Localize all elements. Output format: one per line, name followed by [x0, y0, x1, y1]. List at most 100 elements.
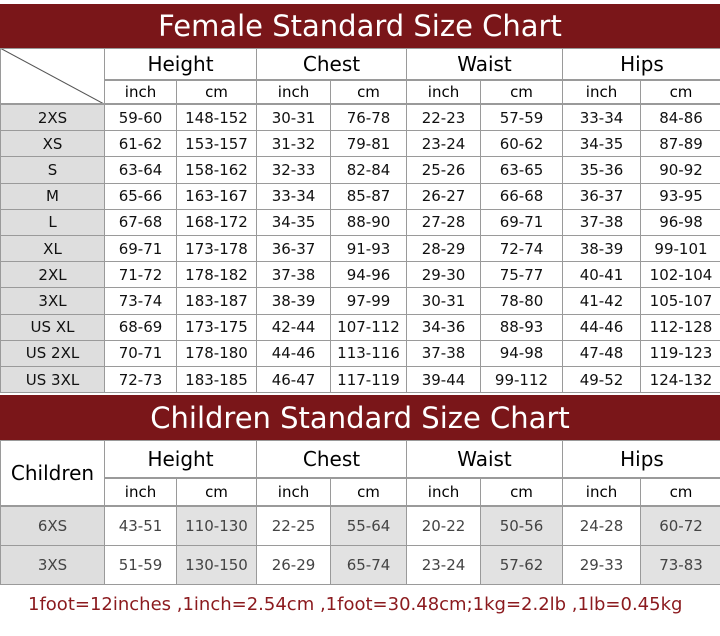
- size-value: 35-36: [562, 156, 641, 184]
- children-title: Children Standard Size Chart: [0, 395, 720, 440]
- size-value: 183-185: [176, 366, 257, 394]
- unit-header: cm: [480, 80, 563, 104]
- unit-header: cm: [640, 478, 720, 506]
- size-value: 34-36: [406, 313, 481, 341]
- column-header: Height: [104, 48, 257, 80]
- size-label: 6XS: [0, 506, 105, 546]
- unit-header: inch: [104, 80, 177, 104]
- size-value: 117-119: [330, 366, 407, 394]
- size-value: 22-25: [256, 506, 331, 546]
- column-header: Chest: [256, 48, 407, 80]
- size-value: 60-62: [480, 130, 563, 158]
- size-value: 91-93: [330, 235, 407, 263]
- size-value: 71-72: [104, 261, 177, 289]
- size-value: 78-80: [480, 287, 563, 315]
- size-value: 178-182: [176, 261, 257, 289]
- size-value: 42-44: [256, 313, 331, 341]
- size-value: 173-175: [176, 313, 257, 341]
- size-value: 34-35: [562, 130, 641, 158]
- size-value: 30-31: [406, 287, 481, 315]
- size-value: 29-33: [562, 545, 641, 585]
- size-value: 73-83: [640, 545, 720, 585]
- size-value: 30-31: [256, 104, 331, 132]
- size-value: 63-64: [104, 156, 177, 184]
- size-value: 49-52: [562, 366, 641, 394]
- size-value: 73-74: [104, 287, 177, 315]
- size-label: XL: [0, 235, 105, 263]
- unit-header: inch: [406, 478, 481, 506]
- size-label: M: [0, 182, 105, 210]
- size-value: 43-51: [104, 506, 177, 546]
- size-value: 113-116: [330, 339, 407, 367]
- size-value: 38-39: [562, 235, 641, 263]
- unit-header: cm: [176, 80, 257, 104]
- unit-header: inch: [104, 478, 177, 506]
- size-value: 61-62: [104, 130, 177, 158]
- size-value: 33-34: [562, 104, 641, 132]
- size-value: 72-73: [104, 366, 177, 394]
- size-value: 79-81: [330, 130, 407, 158]
- size-value: 22-23: [406, 104, 481, 132]
- size-value: 27-28: [406, 208, 481, 236]
- size-value: 24-28: [562, 506, 641, 546]
- size-value: 85-87: [330, 182, 407, 210]
- footer-note: 1foot=12inches ,1inch=2.54cm ,1foot=30.4…: [28, 594, 683, 615]
- size-value: 148-152: [176, 104, 257, 132]
- size-value: 88-93: [480, 313, 563, 341]
- unit-header: inch: [256, 80, 331, 104]
- unit-header: inch: [562, 80, 641, 104]
- size-value: 23-24: [406, 130, 481, 158]
- size-value: 47-48: [562, 339, 641, 367]
- size-value: 23-24: [406, 545, 481, 585]
- size-label: US 2XL: [0, 339, 105, 367]
- size-value: 102-104: [640, 261, 720, 289]
- unit-header: cm: [640, 80, 720, 104]
- size-value: 69-71: [480, 208, 563, 236]
- size-label: US XL: [0, 313, 105, 341]
- size-value: 36-37: [256, 235, 331, 263]
- column-header: Hips: [562, 440, 720, 478]
- size-value: 84-86: [640, 104, 720, 132]
- size-value: 87-89: [640, 130, 720, 158]
- size-value: 94-96: [330, 261, 407, 289]
- size-value: 173-178: [176, 235, 257, 263]
- size-value: 32-33: [256, 156, 331, 184]
- size-value: 93-95: [640, 182, 720, 210]
- corner-label: Children: [0, 440, 105, 506]
- unit-header: cm: [330, 478, 407, 506]
- size-label: L: [0, 208, 105, 236]
- size-value: 55-64: [330, 506, 407, 546]
- size-value: 67-68: [104, 208, 177, 236]
- size-value: 44-46: [562, 313, 641, 341]
- size-value: 158-162: [176, 156, 257, 184]
- size-value: 68-69: [104, 313, 177, 341]
- size-value: 119-123: [640, 339, 720, 367]
- corner-cell: [0, 48, 105, 104]
- corner-diagonal: [0, 48, 104, 104]
- column-header: Chest: [256, 440, 407, 478]
- size-value: 57-62: [480, 545, 563, 585]
- size-label: 2XL: [0, 261, 105, 289]
- size-value: 94-98: [480, 339, 563, 367]
- size-value: 82-84: [330, 156, 407, 184]
- size-label: 3XS: [0, 545, 105, 585]
- unit-header: cm: [480, 478, 563, 506]
- size-value: 99-101: [640, 235, 720, 263]
- size-value: 26-29: [256, 545, 331, 585]
- size-label: US 3XL: [0, 366, 105, 394]
- size-value: 97-99: [330, 287, 407, 315]
- size-value: 69-71: [104, 235, 177, 263]
- unit-header: cm: [330, 80, 407, 104]
- size-value: 25-26: [406, 156, 481, 184]
- size-value: 60-72: [640, 506, 720, 546]
- size-value: 41-42: [562, 287, 641, 315]
- size-value: 51-59: [104, 545, 177, 585]
- size-value: 40-41: [562, 261, 641, 289]
- unit-header: inch: [256, 478, 331, 506]
- size-value: 105-107: [640, 287, 720, 315]
- size-value: 44-46: [256, 339, 331, 367]
- size-value: 59-60: [104, 104, 177, 132]
- size-value: 33-34: [256, 182, 331, 210]
- size-value: 110-130: [176, 506, 257, 546]
